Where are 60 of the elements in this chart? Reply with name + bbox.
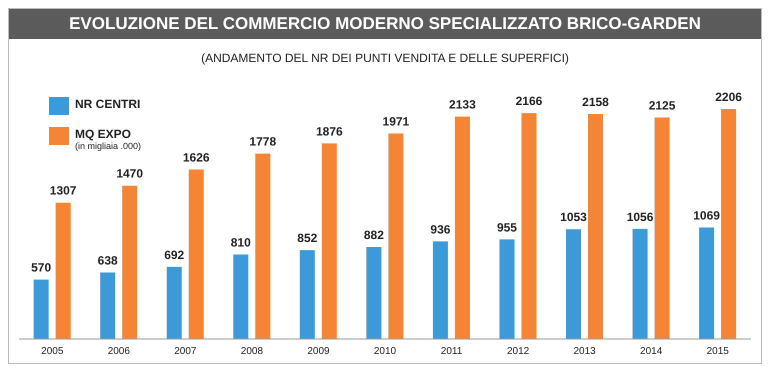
x-tick-label: 2014 [640, 346, 663, 358]
data-label: 810 [230, 236, 252, 250]
bar [432, 241, 448, 339]
bar [566, 229, 582, 339]
data-label: 955 [496, 220, 518, 234]
data-label: 1053 [560, 210, 588, 224]
data-label: 692 [164, 248, 185, 262]
legend-label: NR CENTRI [75, 97, 140, 111]
bar [366, 247, 382, 339]
data-label: 1056 [626, 210, 654, 224]
data-label: 2125 [648, 98, 676, 112]
bar [388, 134, 404, 339]
legend-label: MQ EXPO [75, 127, 132, 141]
data-label: 1876 [316, 124, 343, 138]
x-tick-label: 2010 [374, 346, 397, 358]
data-label: 1778 [249, 134, 276, 149]
bar [699, 228, 714, 339]
bar [122, 186, 138, 339]
x-tick-label: 2012 [506, 346, 530, 358]
bar [34, 280, 49, 339]
data-label: 1307 [50, 184, 77, 198]
data-label: 638 [98, 253, 118, 268]
bar [300, 250, 315, 339]
data-label: 852 [297, 231, 318, 246]
x-tick-label: 2013 [574, 346, 596, 358]
bar [454, 116, 470, 339]
data-label: 1069 [693, 208, 720, 223]
data-label: 2133 [449, 98, 476, 112]
x-tick-label: 2007 [174, 346, 197, 358]
bar [322, 143, 337, 339]
bar [166, 266, 182, 339]
data-label: 2206 [715, 90, 742, 104]
bar [721, 109, 736, 339]
x-tick-label: 2009 [307, 346, 330, 358]
x-tick-label: 2006 [108, 346, 130, 358]
data-label: 936 [430, 222, 451, 236]
data-label: 570 [31, 260, 52, 275]
bar [100, 272, 116, 339]
bar [654, 117, 670, 339]
bar [632, 228, 648, 339]
data-label: 2166 [516, 94, 543, 108]
data-label: 1470 [116, 166, 144, 181]
data-label: 2158 [582, 95, 610, 110]
x-tick-label: 2015 [706, 346, 730, 358]
chart-title: EVOLUZIONE DEL COMMERCIO MODERNO SPECIALIZZATO BRICO-GARDEN [9, 9, 761, 39]
x-tick-label: 2011 [440, 346, 463, 358]
chart-subtitle: (ANDAMENTO DEL NR DEI PUNTI VENDITA E DELLE SUPERFICI) [200, 51, 570, 65]
bar [521, 113, 536, 339]
bar [188, 169, 204, 339]
bar [499, 239, 514, 339]
data-label: 1626 [182, 150, 210, 164]
bar [56, 202, 71, 339]
annotation: (in migliaia .000) [75, 141, 142, 151]
x-tick-label: 2005 [41, 346, 64, 358]
data-label: 882 [364, 228, 384, 242]
bar [233, 254, 248, 339]
bar [588, 114, 604, 339]
x-tick-label: 2008 [240, 346, 264, 358]
data-label: 1971 [382, 114, 410, 128]
bar [255, 154, 270, 339]
